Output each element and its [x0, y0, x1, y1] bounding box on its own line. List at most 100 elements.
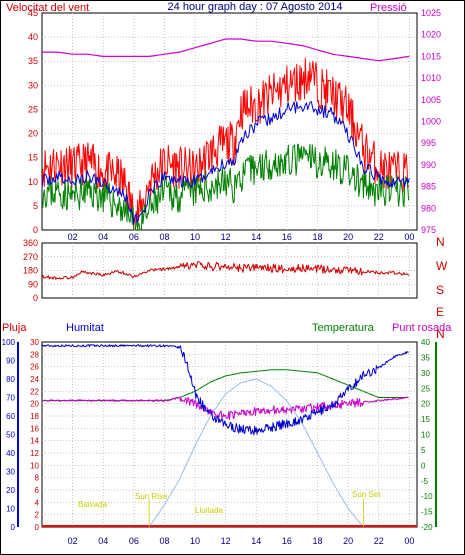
p3-xtick-label: 14: [251, 536, 261, 546]
p1-right-tick-label: 1005: [421, 95, 441, 105]
annotation-label: Lluitada: [195, 506, 224, 515]
p1-left-tick-label: 0: [33, 225, 38, 235]
temperature-tick-label: 30: [421, 369, 430, 378]
rain-tick-label: 8: [35, 474, 40, 483]
p1-left-tick-label: 45: [28, 8, 38, 18]
p1-left-tick-label: 30: [28, 80, 38, 90]
p1-xtick-label: 22: [374, 232, 384, 242]
compass-letter: N: [436, 327, 445, 341]
temperature-tick-label: 10: [421, 431, 430, 440]
p3-xtick-label: 20: [343, 536, 353, 546]
rain-tick-label: 16: [30, 424, 39, 433]
humidity-tick-label: 70: [6, 394, 15, 403]
temperature-label: Temperatura: [312, 322, 375, 334]
temperature-tick-label: -10: [421, 492, 433, 501]
humidity-tick-label: 50: [6, 431, 15, 440]
annotation-label: Sun Rise: [135, 492, 168, 501]
p1-left-tick-label: 35: [28, 56, 38, 66]
rain-tick-label: 24: [30, 375, 39, 384]
rain-label: Pluja: [2, 322, 27, 334]
humidity-tick-label: 0: [11, 523, 16, 532]
humidity-tick-label: 90: [6, 357, 15, 366]
rain-tick-label: 4: [35, 498, 40, 507]
temperature-tick-label: 15: [421, 415, 430, 424]
p1-right-tick-label: 990: [421, 160, 436, 170]
p1-xtick-label: 10: [190, 232, 200, 242]
compass-letter: N: [436, 235, 445, 249]
pressure-label: Pressió: [370, 2, 407, 14]
p1-left-tick-label: 5: [33, 201, 38, 211]
chart-title: 24 hour graph day : 07 Agosto 2014: [168, 1, 343, 13]
humidity-line: [41, 344, 409, 436]
p1-xtick-label: 04: [98, 232, 108, 242]
p1-left-tick-label: 20: [28, 129, 38, 139]
temperature-tick-label: -15: [421, 508, 433, 517]
p1-xtick-label: 08: [159, 232, 169, 242]
p1-right-tick-label: 1025: [421, 8, 441, 18]
wind-pressure-panel: 0510152025303540459759809859909951000100…: [28, 8, 441, 242]
wind-direction-panel: 360 270 180 90 0: [23, 238, 418, 303]
p1-left-tick-label: 25: [28, 104, 38, 114]
dewpoint-line: [41, 396, 409, 420]
p3-xtick-label: 06: [129, 536, 139, 546]
rain-tick-label: 14: [30, 437, 39, 446]
rain-tick-label: 30: [30, 338, 39, 347]
humidity-tick-label: 20: [6, 486, 15, 495]
temperature-tick-label: 5: [421, 446, 426, 455]
p1-left-tick-label: 10: [28, 177, 38, 187]
temperature-tick-label: 40: [421, 338, 430, 347]
humidity-tick-label: 60: [6, 412, 15, 421]
p1-right-tick-label: 985: [421, 182, 436, 192]
p1-right-tick-label: 1000: [421, 117, 441, 127]
p2-tick-label: 0: [33, 293, 38, 303]
p1-frame: [41, 12, 418, 231]
temperature-tick-label: -5: [421, 477, 429, 486]
p3-xtick-label: 16: [282, 536, 292, 546]
p1-xtick-label: 12: [221, 232, 231, 242]
rain-tick-label: 20: [30, 400, 39, 409]
rain-tick-label: 10: [30, 461, 39, 470]
p3-xtick-label: 12: [221, 536, 231, 546]
humidity-tick-label: 80: [6, 375, 15, 384]
p1-right-tick-label: 1020: [421, 30, 441, 40]
p2-tick-label: 360: [23, 238, 38, 248]
p1-left-tick-label: 40: [28, 32, 38, 42]
humidity-tick-label: 40: [6, 449, 15, 458]
temperature-tick-label: 0: [421, 461, 426, 470]
p3-xtick-label: 02: [68, 536, 78, 546]
rain-tick-label: 22: [30, 387, 39, 396]
p1-right-tick-label: 975: [421, 225, 436, 235]
p1-xtick-label: 02: [68, 232, 78, 242]
rain-tick-label: 28: [30, 350, 39, 359]
temperature-tick-label: -20: [421, 523, 433, 532]
p3-xtick-label: 10: [190, 536, 200, 546]
rain-tick-label: 12: [30, 449, 39, 458]
p1-right-tick-label: 1010: [421, 73, 441, 83]
temperature-tick-label: 25: [421, 384, 430, 393]
humidity-tick-label: 30: [6, 468, 15, 477]
p1-xtick-label: 06: [129, 232, 139, 242]
annotation-label: Sun Set: [352, 490, 381, 499]
p2-tick-label: 180: [23, 266, 38, 276]
rain-humidity-temperature-panel: 0246810121416182022242628300102030405060…: [2, 338, 437, 546]
compass-letter: E: [436, 305, 444, 319]
annotation-label: Baixada: [78, 500, 107, 509]
wind-avg-line: [41, 101, 410, 226]
wind-speed-label: Velocitat del vent: [6, 2, 89, 14]
pressure-line: [42, 38, 410, 62]
p3-xtick-label: 00: [404, 536, 414, 546]
p1-xtick-label: 18: [313, 232, 323, 242]
wind-gust-line: [41, 57, 410, 231]
wind-direction-line: [41, 261, 410, 280]
wind-min-line: [41, 143, 410, 231]
p3-frame: [41, 341, 418, 528]
p1-xtick-label: 14: [251, 232, 261, 242]
p1-xtick-label: 00: [404, 232, 414, 242]
humidity-label: Humitat: [66, 322, 104, 334]
p3-xtick-label: 04: [98, 536, 108, 546]
p3-xtick-label: 22: [374, 536, 384, 546]
dewpoint-label: Punt rosada: [392, 322, 452, 334]
